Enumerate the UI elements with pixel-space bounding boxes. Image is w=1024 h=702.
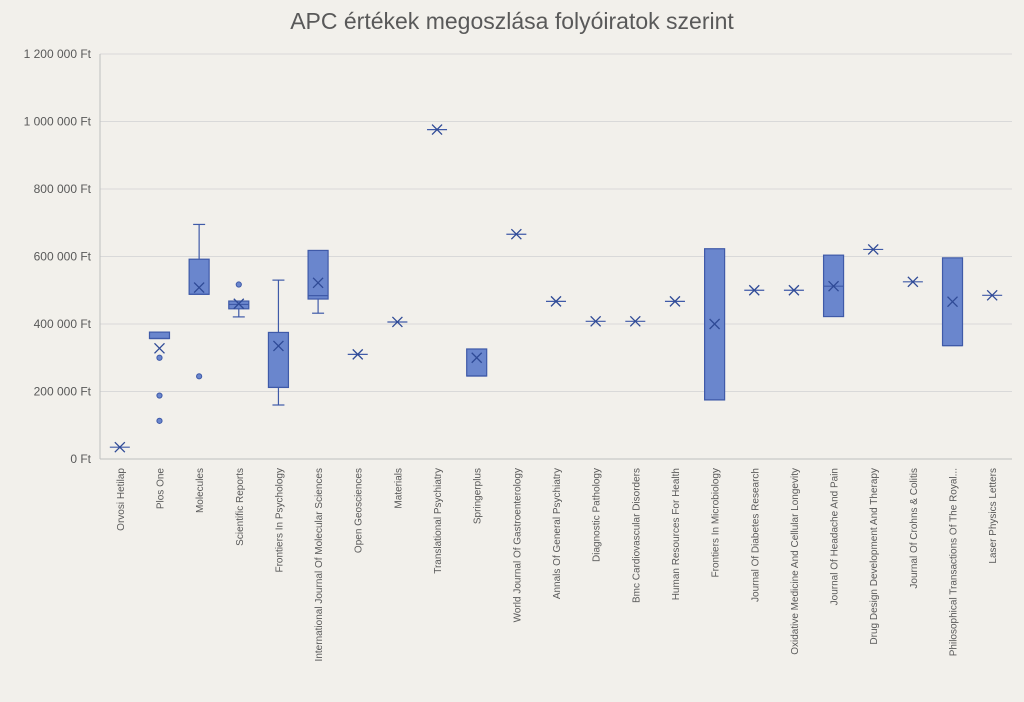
x-tick-label: Frontiers In Psychology: [274, 468, 285, 573]
mean-marker: [907, 276, 919, 288]
mean-marker: [669, 295, 681, 307]
x-tick-label: Laser Physics Letters: [988, 468, 999, 564]
x-tick-label: Philosophical Transactions Of The Royal.…: [949, 468, 960, 656]
x-tick-label: Springerplus: [473, 468, 484, 524]
mean-marker: [431, 124, 443, 136]
outlier-point: [156, 354, 163, 361]
x-tick-label: Diagnostic Pathology: [592, 468, 603, 562]
mean-marker: [510, 228, 522, 240]
mean-marker: [947, 296, 958, 308]
mean-marker: [748, 284, 760, 296]
outlier-point: [235, 281, 242, 288]
mean-marker: [391, 316, 403, 328]
x-tick-label: Materials: [393, 468, 404, 509]
box-iqr: [148, 331, 171, 340]
x-tick-label: Scientific Reports: [235, 468, 246, 546]
mean-marker: [154, 342, 165, 354]
x-tick-label: Molecules: [195, 468, 206, 513]
x-tick-label: Drug Design Development And Therapy: [869, 468, 880, 645]
outlier-point: [196, 373, 203, 380]
outlier-point: [156, 392, 163, 399]
y-tick-label: 200 000 Ft: [34, 385, 92, 399]
chart-title: APC értékek megoszlása folyóiratok szeri…: [290, 8, 734, 34]
mean-marker: [272, 340, 284, 352]
mean-marker: [114, 441, 126, 453]
x-tick-label: Oxidative Medicine And Cellular Longevit…: [790, 468, 801, 655]
x-tick-label: Bmc Cardiovascular Disorders: [631, 468, 642, 603]
y-tick-label: 1 200 000 Ft: [24, 47, 92, 61]
mean-marker: [590, 315, 602, 327]
mean-marker: [828, 280, 840, 292]
mean-marker: [629, 315, 641, 327]
mean-marker: [233, 298, 245, 310]
x-tick-label: Annals Of General Psychiatry: [552, 468, 563, 599]
mean-marker: [867, 243, 879, 255]
x-tick-label: Frontiers In Microbiology: [711, 468, 722, 577]
box-iqr: [267, 331, 290, 389]
box-iqr: [307, 249, 329, 300]
y-tick-label: 800 000 Ft: [34, 182, 92, 196]
mean-marker: [550, 295, 562, 307]
x-tick-label: Human Resources For Health: [671, 468, 682, 600]
y-tick-label: 1 000 000 Ft: [24, 115, 92, 129]
x-tick-label: Journal Of Diabetes Research: [750, 468, 761, 602]
mean-marker: [471, 352, 483, 364]
outlier-point: [156, 417, 163, 424]
mean-marker: [986, 289, 998, 301]
x-tick-label: Plos One: [155, 468, 166, 510]
mean-marker: [312, 277, 324, 289]
mean-marker: [788, 284, 800, 296]
x-tick-label: World Journal Of Gastroenterology: [512, 468, 523, 622]
y-tick-label: 600 000 Ft: [34, 250, 92, 264]
x-tick-label: Translational Psychiatry: [433, 468, 444, 574]
y-tick-label: 400 000 Ft: [34, 317, 92, 331]
mean-marker: [709, 318, 721, 330]
x-tick-label: International Journal Of Molecular Scien…: [314, 468, 325, 661]
mean-marker: [352, 348, 364, 360]
box-iqr: [188, 258, 210, 295]
box-iqr: [466, 348, 488, 377]
mean-marker: [193, 282, 205, 294]
x-tick-label: Orvosi Hetilap: [116, 468, 127, 531]
x-tick-label: Journal Of Headache And Pain: [830, 468, 841, 605]
x-tick-label: Journal Of Crohns & Colitis: [909, 468, 920, 589]
x-tick-label: Open Geosciences: [354, 468, 365, 553]
y-tick-label: 0 Ft: [70, 452, 91, 466]
